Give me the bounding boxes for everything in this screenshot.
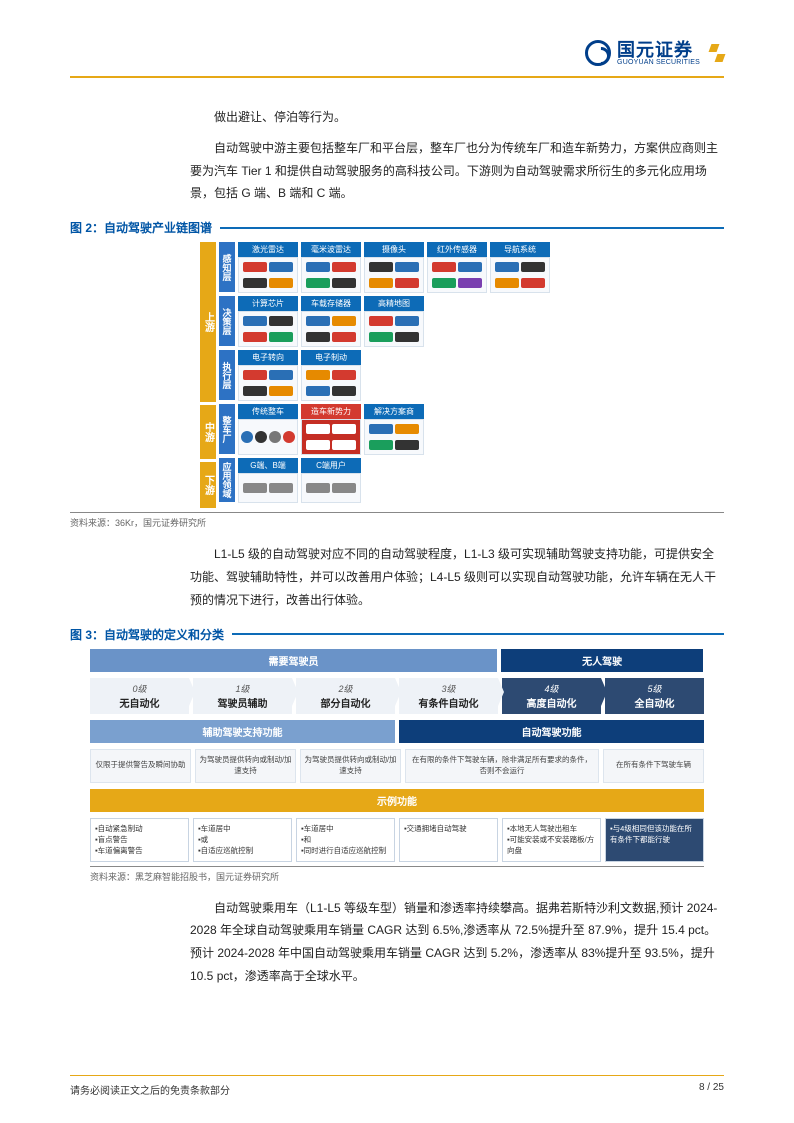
- level-5: 5级全自动化: [605, 678, 704, 714]
- footer-page-number: 8 / 25: [699, 1082, 724, 1097]
- f3-descriptions: 仅限于提供警告及瞬间协助 为驾驶员提供转向或制动/加速支持 为驾驶员提供转向或制…: [90, 749, 704, 783]
- ex-2: 车道居中和同时进行自适应巡航控制: [296, 818, 395, 862]
- logos-storage: [301, 311, 361, 347]
- level-0: 0级无自动化: [90, 678, 189, 714]
- level-1: 1级驾驶员辅助: [193, 678, 292, 714]
- paragraph-4: 自动驾驶乘用车（L1-L5 等级车型）销量和渗透率持续攀高。据弗若斯特沙利文数据…: [190, 897, 724, 988]
- f3-examples: 自动紧急制动盲点警告车道偏离警告 车道居中或自适应巡航控制 车道居中和同时进行自…: [90, 818, 704, 862]
- col-chip: 计算芯片: [238, 296, 298, 311]
- desc-1: 为驾驶员提供转向或制动/加速支持: [195, 749, 296, 783]
- ex-1: 车道居中或自适应巡航控制: [193, 818, 292, 862]
- app-cells: G端、B端 C端用户: [238, 458, 361, 503]
- col-storage: 车载存储器: [301, 296, 361, 311]
- desc-3-4: 在有限的条件下驾驶车辆，除非满足所有要求的条件，否则不会运行: [405, 749, 599, 783]
- figure-3-source: 资料来源：黑芝麻智能招股书，国元证券研究所: [90, 866, 704, 883]
- level-2: 2级部分自动化: [296, 678, 395, 714]
- stage-downstream: 下游: [200, 462, 216, 508]
- logos-lidar: [238, 257, 298, 293]
- hdr-driverless: 无人驾驶: [501, 649, 703, 672]
- decision-cells: 计算芯片 车载存储器 高精地图: [238, 296, 424, 347]
- figure-2-caption: 图 2：自动驾驶产业链图谱: [70, 219, 212, 236]
- col-c: C端用户: [301, 458, 361, 473]
- stage-midstream: 中游: [200, 405, 216, 459]
- figure-3-caption: 图 3：自动驾驶的定义和分类: [70, 626, 224, 643]
- col-infrared: 红外传感器: [427, 242, 487, 257]
- band-adas: 辅助驾驶支持功能: [90, 720, 395, 743]
- col-solution: 解决方案商: [364, 404, 424, 419]
- layer-oem: 整车厂: [219, 404, 235, 454]
- logos-chip: [238, 311, 298, 347]
- col-radar: 毫米波雷达: [301, 242, 361, 257]
- desc-2: 为驾驶员提供转向或制动/加速支持: [300, 749, 401, 783]
- example-header: 示例功能: [90, 789, 704, 812]
- figure-3-caption-row: 图 3：自动驾驶的定义和分类: [70, 626, 724, 643]
- logos-nav: [490, 257, 550, 293]
- logos-gb: [238, 473, 298, 503]
- ex-5: 与4级相同但该功能在所有条件下都能行驶: [605, 818, 704, 862]
- hdr-need-driver: 需要驾驶员: [90, 649, 497, 672]
- ex-3: 交通拥堵自动驾驶: [399, 818, 498, 862]
- logos-solution: [364, 419, 424, 455]
- logos-brake: [301, 365, 361, 401]
- col-camera: 摄像头: [364, 242, 424, 257]
- col-map: 高精地图: [364, 296, 424, 311]
- paragraph-3: L1-L5 级的自动驾驶对应不同的自动驾驶程度，L1-L3 级可实现辅助驾驶支持…: [190, 543, 724, 611]
- page-footer: 请务必阅读正文之后的免责条款部分 8 / 25: [70, 1075, 724, 1097]
- logos-c: [301, 473, 361, 503]
- paragraph-1: 做出避让、停泊等行为。: [190, 106, 724, 129]
- execution-cells: 电子转向 电子制动: [238, 350, 361, 401]
- logos-camera: [364, 257, 424, 293]
- header-rule: [70, 76, 724, 78]
- paragraph-2: 自动驾驶中游主要包括整车厂和平台层，整车厂也分为传统车厂和造车新势力，方案供应商…: [190, 137, 724, 205]
- ex-0: 自动紧急制动盲点警告车道偏离警告: [90, 818, 189, 862]
- f3-levels: 0级无自动化 1级驾驶员辅助 2级部分自动化 3级有条件自动化 4级高度自动化 …: [90, 678, 704, 714]
- level-3: 3级有条件自动化: [399, 678, 498, 714]
- col-nav: 导航系统: [490, 242, 550, 257]
- footer-disclaimer: 请务必阅读正文之后的免责条款部分: [70, 1082, 230, 1097]
- layer-execution: 执行层: [219, 350, 235, 400]
- logos-steer: [238, 365, 298, 401]
- col-lidar: 激光雷达: [238, 242, 298, 257]
- col-gb: G端、B端: [238, 458, 298, 473]
- page-header: 国元证券 GUOYUAN SECURITIES: [70, 40, 724, 66]
- layer-app: 应用领域: [219, 458, 235, 502]
- company-name: 国元证券 GUOYUAN SECURITIES: [617, 41, 700, 66]
- logos-radar: [301, 257, 361, 293]
- desc-5: 在所有条件下驾驶车辆: [603, 749, 704, 783]
- f3-function-bands: 辅助驾驶支持功能 自动驾驶功能: [90, 720, 704, 743]
- figure-2-chart: 上游 中游 下游 感知层 激光雷达 毫米波雷达 摄像头 红外传感器 导航系统 决…: [200, 242, 724, 508]
- logos-traditional: [238, 419, 298, 455]
- company-name-en: GUOYUAN SECURITIES: [617, 59, 700, 66]
- perception-cells: 激光雷达 毫米波雷达 摄像头 红外传感器 导航系统: [238, 242, 550, 293]
- logos-infrared: [427, 257, 487, 293]
- figure-2-source: 资料来源：36Kr，国元证券研究所: [70, 512, 724, 529]
- col-newforce: 造车新势力: [301, 404, 361, 419]
- figure-2-caption-row: 图 2：自动驾驶产业链图谱: [70, 219, 724, 236]
- col-steer: 电子转向: [238, 350, 298, 365]
- band-ad: 自动驾驶功能: [399, 720, 704, 743]
- company-name-cn: 国元证券: [617, 41, 700, 59]
- header-decoration-icon: [710, 44, 724, 62]
- logos-map: [364, 311, 424, 347]
- f3-top-headers: 需要驾驶员 无人驾驶: [90, 649, 704, 672]
- level-4: 4级高度自动化: [502, 678, 601, 714]
- ex-4: 本地无人驾驶出租车可能安装或不安装踏板/方向盘: [502, 818, 601, 862]
- figure-3-chart: 需要驾驶员 无人驾驶 0级无自动化 1级驾驶员辅助 2级部分自动化 3级有条件自…: [90, 649, 704, 862]
- oem-cells: 传统整车 造车新势力 解决方案商: [238, 404, 424, 455]
- desc-0: 仅限于提供警告及瞬间协助: [90, 749, 191, 783]
- col-brake: 电子制动: [301, 350, 361, 365]
- company-logo-icon: [585, 40, 611, 66]
- figure-caption-rule: [232, 633, 724, 635]
- col-traditional: 传统整车: [238, 404, 298, 419]
- stage-upstream: 上游: [200, 242, 216, 402]
- layer-perception: 感知层: [219, 242, 235, 292]
- figure-caption-rule: [220, 227, 724, 229]
- logos-newforce: [301, 419, 361, 455]
- layer-decision: 决策层: [219, 296, 235, 346]
